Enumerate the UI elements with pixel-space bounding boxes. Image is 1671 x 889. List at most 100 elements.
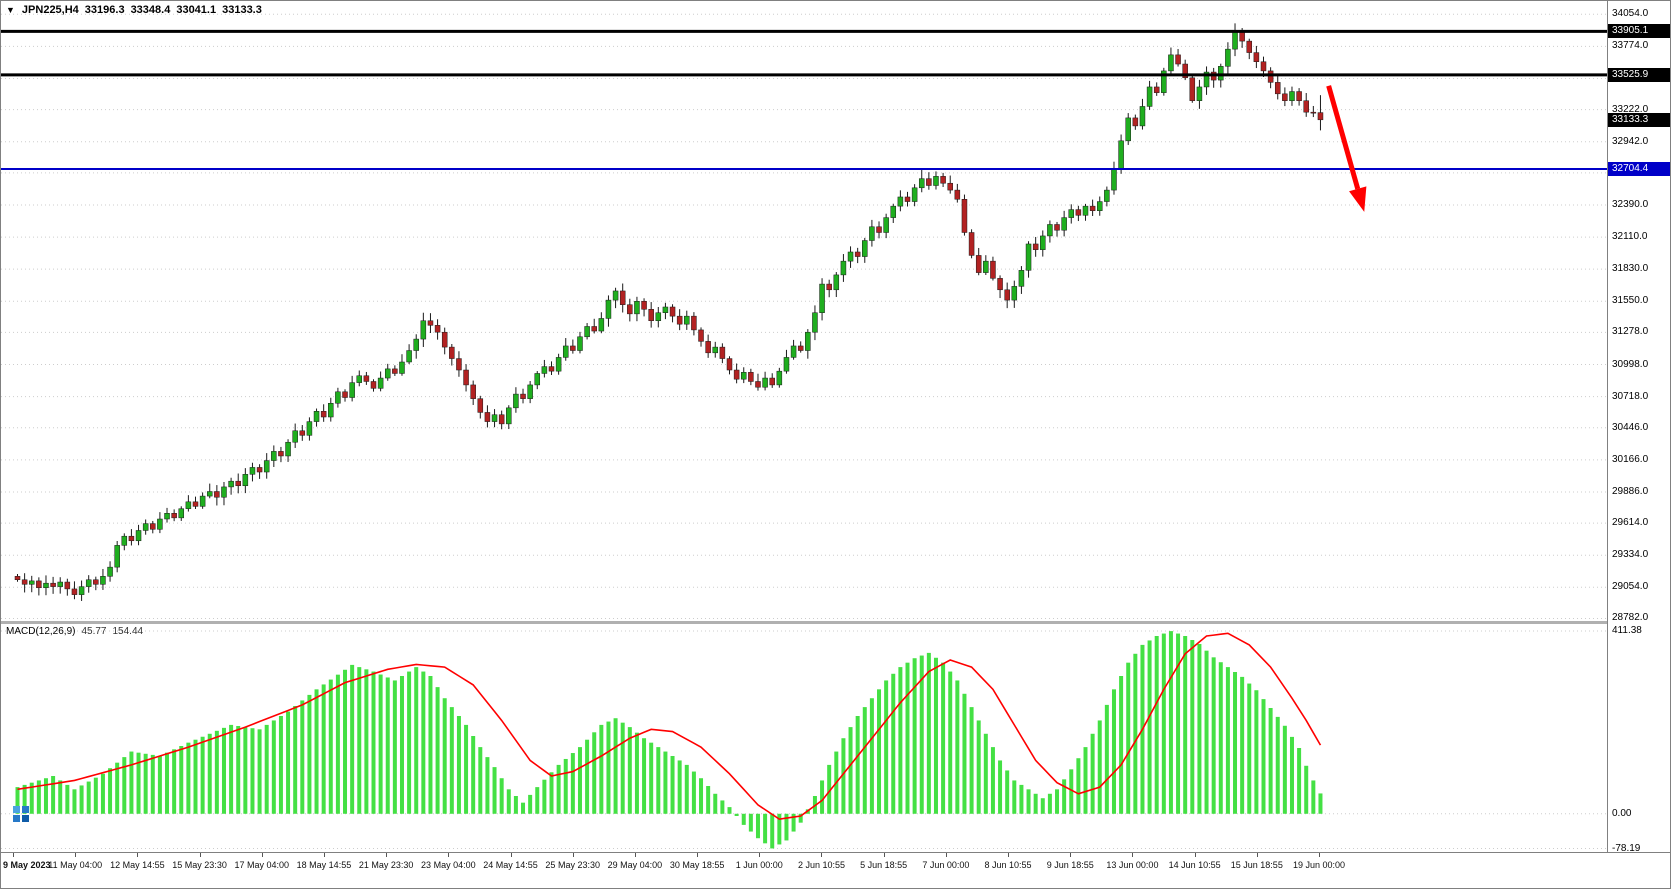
time-tick <box>386 853 388 857</box>
candle <box>85 579 92 587</box>
candle <box>627 304 633 315</box>
candle <box>21 579 28 585</box>
candle <box>50 582 56 587</box>
candle <box>684 315 690 325</box>
time-tick-label: 15 Jun 18:55 <box>1230 860 1283 870</box>
price-tick-label: 29054.0 <box>1612 581 1649 593</box>
candlestick-chart[interactable] <box>1 1 1607 621</box>
macd-gridlines <box>1 630 1607 850</box>
price-gridlines <box>1 13 1607 619</box>
candle <box>1161 70 1167 93</box>
time-tick-label: 30 May 18:55 <box>669 860 725 870</box>
candle <box>157 518 163 530</box>
candle <box>933 176 939 186</box>
candle <box>100 576 106 585</box>
candle <box>591 326 597 332</box>
candle <box>733 369 740 380</box>
candle <box>669 306 676 317</box>
candle <box>577 336 583 351</box>
candle <box>406 350 412 363</box>
candle <box>783 357 790 372</box>
candle <box>1274 82 1281 95</box>
price-tick-label: 31830.0 <box>1612 263 1649 275</box>
price-tick-label: 29886.0 <box>1612 485 1649 497</box>
candle <box>214 491 220 498</box>
price-tick-label: 30166.0 <box>1612 453 1649 465</box>
candle <box>1104 189 1110 202</box>
candle <box>413 338 419 351</box>
pane-divider[interactable] <box>1 621 1607 624</box>
time-tick <box>1256 853 1258 857</box>
candle <box>570 345 576 351</box>
ohlc-close: 33133.3 <box>222 4 262 16</box>
time-tick <box>448 853 450 857</box>
candle <box>1303 100 1309 113</box>
price-badge: 33133.3 <box>1608 112 1670 127</box>
candle <box>975 255 982 273</box>
price-tick-label: 28782.0 <box>1612 612 1649 624</box>
time-tick <box>199 853 201 857</box>
time-tick <box>697 853 699 857</box>
candle <box>1289 91 1295 101</box>
price-tick-label: 29614.0 <box>1612 517 1649 529</box>
time-tick <box>883 853 885 857</box>
candle <box>1296 91 1302 101</box>
time-tick <box>572 853 574 857</box>
candle <box>555 357 562 372</box>
candle <box>470 384 476 399</box>
price-badge: 33525.9 <box>1608 67 1670 82</box>
time-tick-label: 21 May 23:30 <box>358 860 414 870</box>
trend-arrow-annotation[interactable] <box>1326 85 1367 212</box>
time-tick-label: 7 Jun 00:00 <box>922 860 970 870</box>
candle <box>1246 40 1253 53</box>
axis-separator <box>1607 1 1608 852</box>
candle <box>520 393 526 399</box>
candle <box>1025 243 1032 271</box>
candle <box>541 366 548 374</box>
macd-indicator-pane[interactable]: MACD(12,26,9) 45.77 154.44 <box>1 624 1607 852</box>
candlestick-chart-pane[interactable] <box>1 1 1607 621</box>
candle <box>1232 31 1238 50</box>
candle <box>249 467 256 475</box>
candle <box>619 290 626 305</box>
candle <box>1118 140 1124 170</box>
candle <box>434 325 441 333</box>
candle <box>1239 31 1245 42</box>
candle <box>947 182 953 191</box>
candle <box>14 576 21 580</box>
candle <box>107 566 113 577</box>
candle <box>961 199 968 233</box>
candle <box>242 474 249 487</box>
logo-square <box>22 815 29 822</box>
candle <box>534 373 541 386</box>
time-tick <box>137 853 139 857</box>
candle <box>1182 63 1188 79</box>
macd-signal-value: 154.44 <box>112 626 144 637</box>
candle <box>28 580 35 585</box>
candle <box>676 315 683 325</box>
candle <box>1203 71 1210 88</box>
candle <box>206 491 213 497</box>
time-tick-label: 9 May 2023 <box>3 860 51 870</box>
candle <box>498 414 505 425</box>
candle <box>192 501 199 507</box>
macd-chart[interactable] <box>1 624 1607 852</box>
candle <box>740 372 747 380</box>
price-axis[interactable]: 34054.033774.033494.033222.032942.032670… <box>1608 1 1670 854</box>
time-axis[interactable]: 9 May 2023 11 May 04:00 12 May 14:55 15 May… <box>1 852 1670 888</box>
candle <box>1032 243 1039 250</box>
macd-indicator-label: MACD(12,26,9) 45.77 154.44 <box>6 626 143 637</box>
price-tick-label: 32110.0 <box>1612 231 1648 243</box>
candle <box>506 407 512 425</box>
price-tick-label: 33774.0 <box>1612 40 1649 52</box>
price-badge: 33905.1 <box>1608 24 1670 39</box>
time-tick <box>1008 853 1010 857</box>
symbol-dropdown-icon[interactable]: ▼ <box>6 5 15 15</box>
candle <box>1253 52 1260 62</box>
candle <box>548 366 555 372</box>
price-tick-label: 30998.0 <box>1612 358 1649 370</box>
time-tick <box>261 853 263 857</box>
candle <box>278 451 284 457</box>
price-tick-label: 29334.0 <box>1612 549 1649 561</box>
price-badge: 32704.4 <box>1608 161 1670 176</box>
